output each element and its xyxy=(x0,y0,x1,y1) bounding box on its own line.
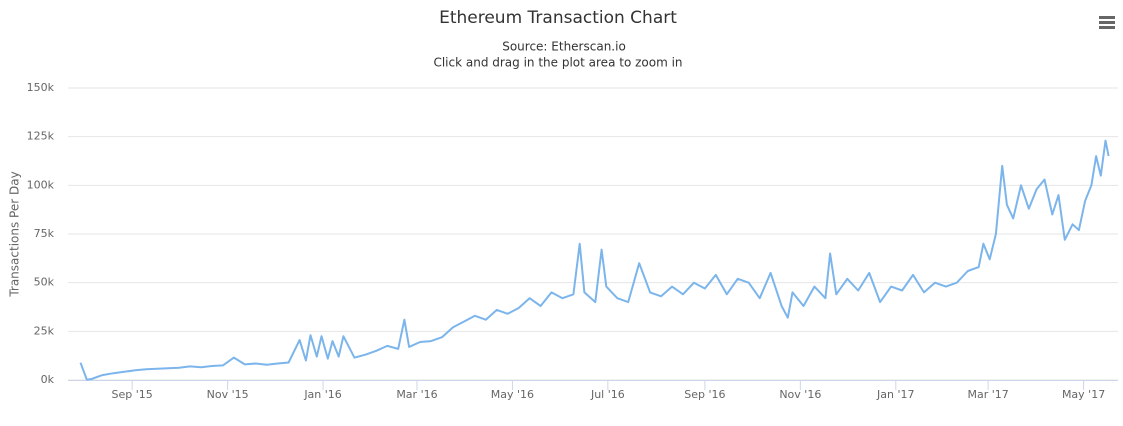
y-tick-label: 0k xyxy=(41,373,55,386)
x-tick-label: Jan '17 xyxy=(876,388,914,401)
x-tick-label: Sep '16 xyxy=(684,388,725,401)
menu-icon[interactable] xyxy=(1099,16,1115,29)
line-series xyxy=(79,139,1110,381)
y-tick-label: 75k xyxy=(34,227,55,240)
chart-title: Ethereum Transaction Chart xyxy=(439,8,677,28)
x-tick-label: Jan '16 xyxy=(303,388,341,401)
x-tick-label: May '16 xyxy=(491,388,534,401)
y-axis-title: Transactions Per Day xyxy=(8,171,22,297)
x-tick-label: Nov '15 xyxy=(207,388,249,401)
x-tick-label: Sep '15 xyxy=(112,388,153,401)
chart-subtitle: Click and drag in the plot area to zoom … xyxy=(433,56,682,70)
y-tick-label: 100k xyxy=(27,178,55,191)
x-tick-label: Mar '17 xyxy=(967,388,1008,401)
y-tick-label: 25k xyxy=(34,324,55,337)
y-tick-label: 125k xyxy=(27,130,55,143)
y-tick-label: 50k xyxy=(34,276,55,289)
x-tick-label: May '17 xyxy=(1062,388,1105,401)
y-tick-label: 150k xyxy=(27,81,55,94)
x-tick-label: Jul '16 xyxy=(590,388,625,401)
chart-subtitle: Source: Etherscan.io xyxy=(502,40,626,54)
x-tick-label: Mar '16 xyxy=(396,388,437,401)
menu-button[interactable] xyxy=(1093,11,1121,35)
x-tick-label: Nov '16 xyxy=(779,388,821,401)
